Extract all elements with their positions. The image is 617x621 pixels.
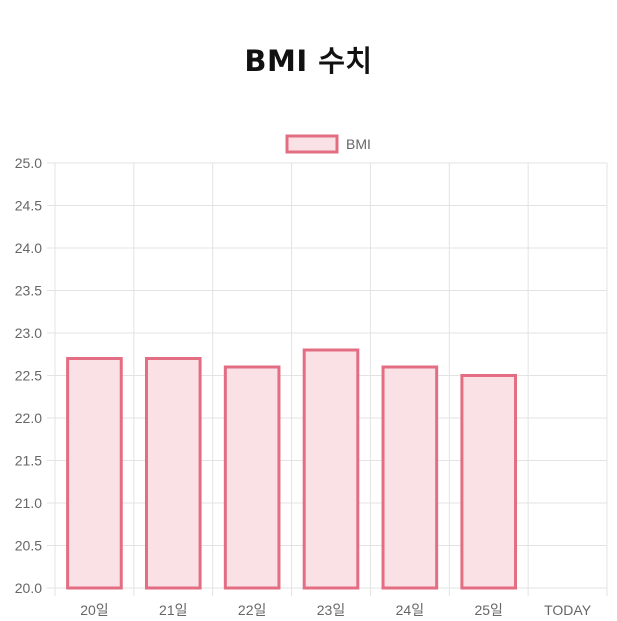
bar-25일[interactable] bbox=[460, 374, 518, 590]
x-tick-label: 22일 bbox=[238, 602, 266, 618]
axes: 20.0 20.5 21.0 21.5 22.0 22.5 23.0 23.5 24.0 24.5… bbox=[15, 155, 592, 618]
bar-20일[interactable] bbox=[66, 357, 123, 590]
y-tick-label: 23.0 bbox=[15, 325, 42, 341]
x-tick-label: 20일 bbox=[80, 602, 108, 618]
bar-24일[interactable] bbox=[381, 365, 439, 590]
bar-series bbox=[66, 348, 518, 590]
y-tick-label: 20.5 bbox=[15, 538, 42, 554]
y-tick-label: 22.0 bbox=[15, 410, 42, 426]
x-tick-label: 21일 bbox=[159, 602, 187, 618]
y-tick-label: 24.0 bbox=[15, 240, 42, 256]
x-tick-label: 23일 bbox=[317, 602, 345, 618]
y-tick-label: 24.5 bbox=[15, 198, 42, 214]
y-tick-label: 21.0 bbox=[15, 495, 42, 511]
y-tick-label: 20.0 bbox=[15, 580, 42, 596]
x-tick-label: 24일 bbox=[396, 602, 424, 618]
y-tick-label: 22.5 bbox=[15, 368, 42, 384]
y-tick-label: 23.5 bbox=[15, 283, 42, 299]
x-tick-label: TODAY bbox=[544, 602, 592, 618]
grid-lines bbox=[47, 162, 608, 596]
legend-label[interactable]: BMI bbox=[346, 136, 371, 152]
bar-23일[interactable] bbox=[302, 348, 360, 590]
chart-legend[interactable]: BMI bbox=[285, 134, 371, 154]
y-tick-label: 21.5 bbox=[15, 453, 42, 469]
bar-22일[interactable] bbox=[223, 365, 281, 590]
legend-swatch[interactable] bbox=[285, 134, 339, 154]
x-tick-label: 25일 bbox=[474, 602, 502, 618]
page-title: BMI 수치 bbox=[244, 44, 373, 78]
y-tick-label: 25.0 bbox=[15, 155, 42, 171]
bar-21일[interactable] bbox=[144, 357, 202, 590]
